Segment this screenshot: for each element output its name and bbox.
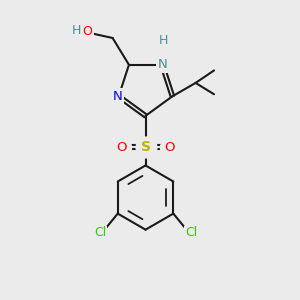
Text: O: O [116,140,127,154]
Text: O: O [83,25,93,38]
Text: H: H [159,34,168,47]
Text: N: N [112,90,122,103]
Text: H: H [72,24,82,37]
Text: S: S [140,140,151,154]
Text: N: N [157,58,167,71]
Text: Cl: Cl [94,226,106,239]
Text: O: O [164,140,175,154]
Text: Cl: Cl [185,226,197,239]
